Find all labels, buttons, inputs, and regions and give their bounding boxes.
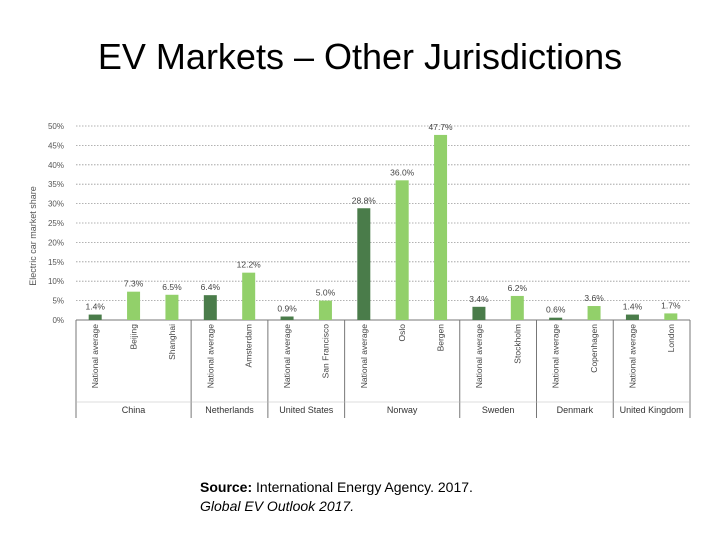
group-label: Norway bbox=[387, 405, 418, 415]
y-tick-label: 40% bbox=[48, 161, 64, 170]
source-citation: Source: International Energy Agency. 201… bbox=[200, 478, 473, 516]
source-publication: Global EV Outlook 2017. bbox=[200, 498, 355, 514]
bars bbox=[88, 134, 678, 320]
bar bbox=[434, 134, 448, 320]
category-label: National average bbox=[627, 324, 637, 389]
y-tick-label: 50% bbox=[48, 122, 64, 131]
category-label: London bbox=[666, 324, 676, 353]
source-label: Source: bbox=[200, 479, 253, 495]
category-label: San Francisco bbox=[320, 324, 330, 379]
value-label: 1.4% bbox=[86, 302, 106, 312]
value-label: 7.3% bbox=[124, 279, 144, 289]
y-tick-label: 35% bbox=[48, 180, 64, 189]
group-label: China bbox=[122, 405, 146, 415]
y-tick-label: 15% bbox=[48, 258, 64, 267]
value-label: 0.6% bbox=[546, 305, 566, 315]
value-label: 0.9% bbox=[277, 304, 297, 314]
category-label: National average bbox=[90, 324, 100, 389]
source-text: International Energy Agency. 2017. bbox=[256, 479, 473, 495]
value-label: 3.6% bbox=[584, 293, 604, 303]
y-tick-label: 5% bbox=[52, 297, 64, 306]
value-label: 6.5% bbox=[162, 282, 182, 292]
category-label: Copenhagen bbox=[589, 324, 599, 373]
bar bbox=[625, 314, 639, 320]
bar bbox=[242, 272, 256, 320]
value-label: 12.2% bbox=[237, 260, 262, 270]
y-tick-label: 25% bbox=[48, 219, 64, 228]
category-label: Shanghai bbox=[167, 324, 177, 360]
value-labels: 1.4% 7.3% 6.5% 6.4% 12.2% 0.9% 5.0% 28.8% 36.0% 4… bbox=[86, 122, 681, 315]
bar bbox=[127, 291, 141, 320]
y-tick-label: 0% bbox=[52, 316, 64, 325]
value-label: 6.4% bbox=[201, 282, 221, 292]
category-label: National average bbox=[205, 324, 215, 389]
category-label: National average bbox=[474, 324, 484, 389]
y-axis-label: Electric car market share bbox=[28, 186, 38, 286]
slide-title: EV Markets – Other Jurisdictions bbox=[97, 36, 623, 77]
bar bbox=[587, 306, 601, 320]
group-labels: China Netherlands United States Norway Swede… bbox=[76, 320, 691, 418]
gridlines bbox=[76, 125, 690, 302]
value-label: 6.2% bbox=[508, 283, 528, 293]
value-label: 1.4% bbox=[623, 302, 643, 312]
y-axis-ticks: 0% 5% 10% 15% 20% 25% 30% 35% 40% 45% 50% bbox=[48, 122, 64, 325]
bar bbox=[510, 295, 524, 320]
bar bbox=[549, 317, 563, 320]
category-label: Amsterdam bbox=[244, 324, 254, 367]
y-tick-label: 20% bbox=[48, 238, 64, 247]
category-label: National average bbox=[359, 324, 369, 389]
category-label: Oslo bbox=[397, 324, 407, 342]
bar bbox=[472, 306, 486, 320]
value-label: 47.7% bbox=[429, 122, 454, 132]
bar bbox=[165, 294, 179, 320]
bar bbox=[357, 208, 371, 320]
value-label: 1.7% bbox=[661, 300, 681, 310]
value-label: 5.0% bbox=[316, 288, 336, 298]
y-tick-label: 30% bbox=[48, 200, 64, 209]
value-label: 28.8% bbox=[352, 195, 377, 205]
category-label: Beijing bbox=[129, 324, 139, 350]
bar bbox=[203, 295, 217, 320]
value-label: 36.0% bbox=[390, 167, 415, 177]
category-labels: National average Beijing Shanghai National … bbox=[90, 324, 676, 389]
bar bbox=[395, 180, 409, 320]
bar bbox=[280, 316, 294, 320]
group-label: Sweden bbox=[482, 405, 515, 415]
bar bbox=[88, 314, 102, 320]
bar bbox=[664, 313, 678, 320]
value-label: 3.4% bbox=[469, 294, 489, 304]
category-label: Bergen bbox=[436, 324, 446, 352]
category-label: National average bbox=[551, 324, 561, 389]
group-label: Denmark bbox=[557, 405, 594, 415]
y-tick-label: 10% bbox=[48, 277, 64, 286]
group-label: United States bbox=[279, 405, 334, 415]
group-label: United Kingdom bbox=[620, 405, 684, 415]
category-label: Stockholm bbox=[512, 324, 522, 364]
y-tick-label: 45% bbox=[48, 141, 64, 150]
group-label: Netherlands bbox=[205, 405, 254, 415]
category-label: National average bbox=[282, 324, 292, 389]
bar bbox=[318, 300, 332, 320]
